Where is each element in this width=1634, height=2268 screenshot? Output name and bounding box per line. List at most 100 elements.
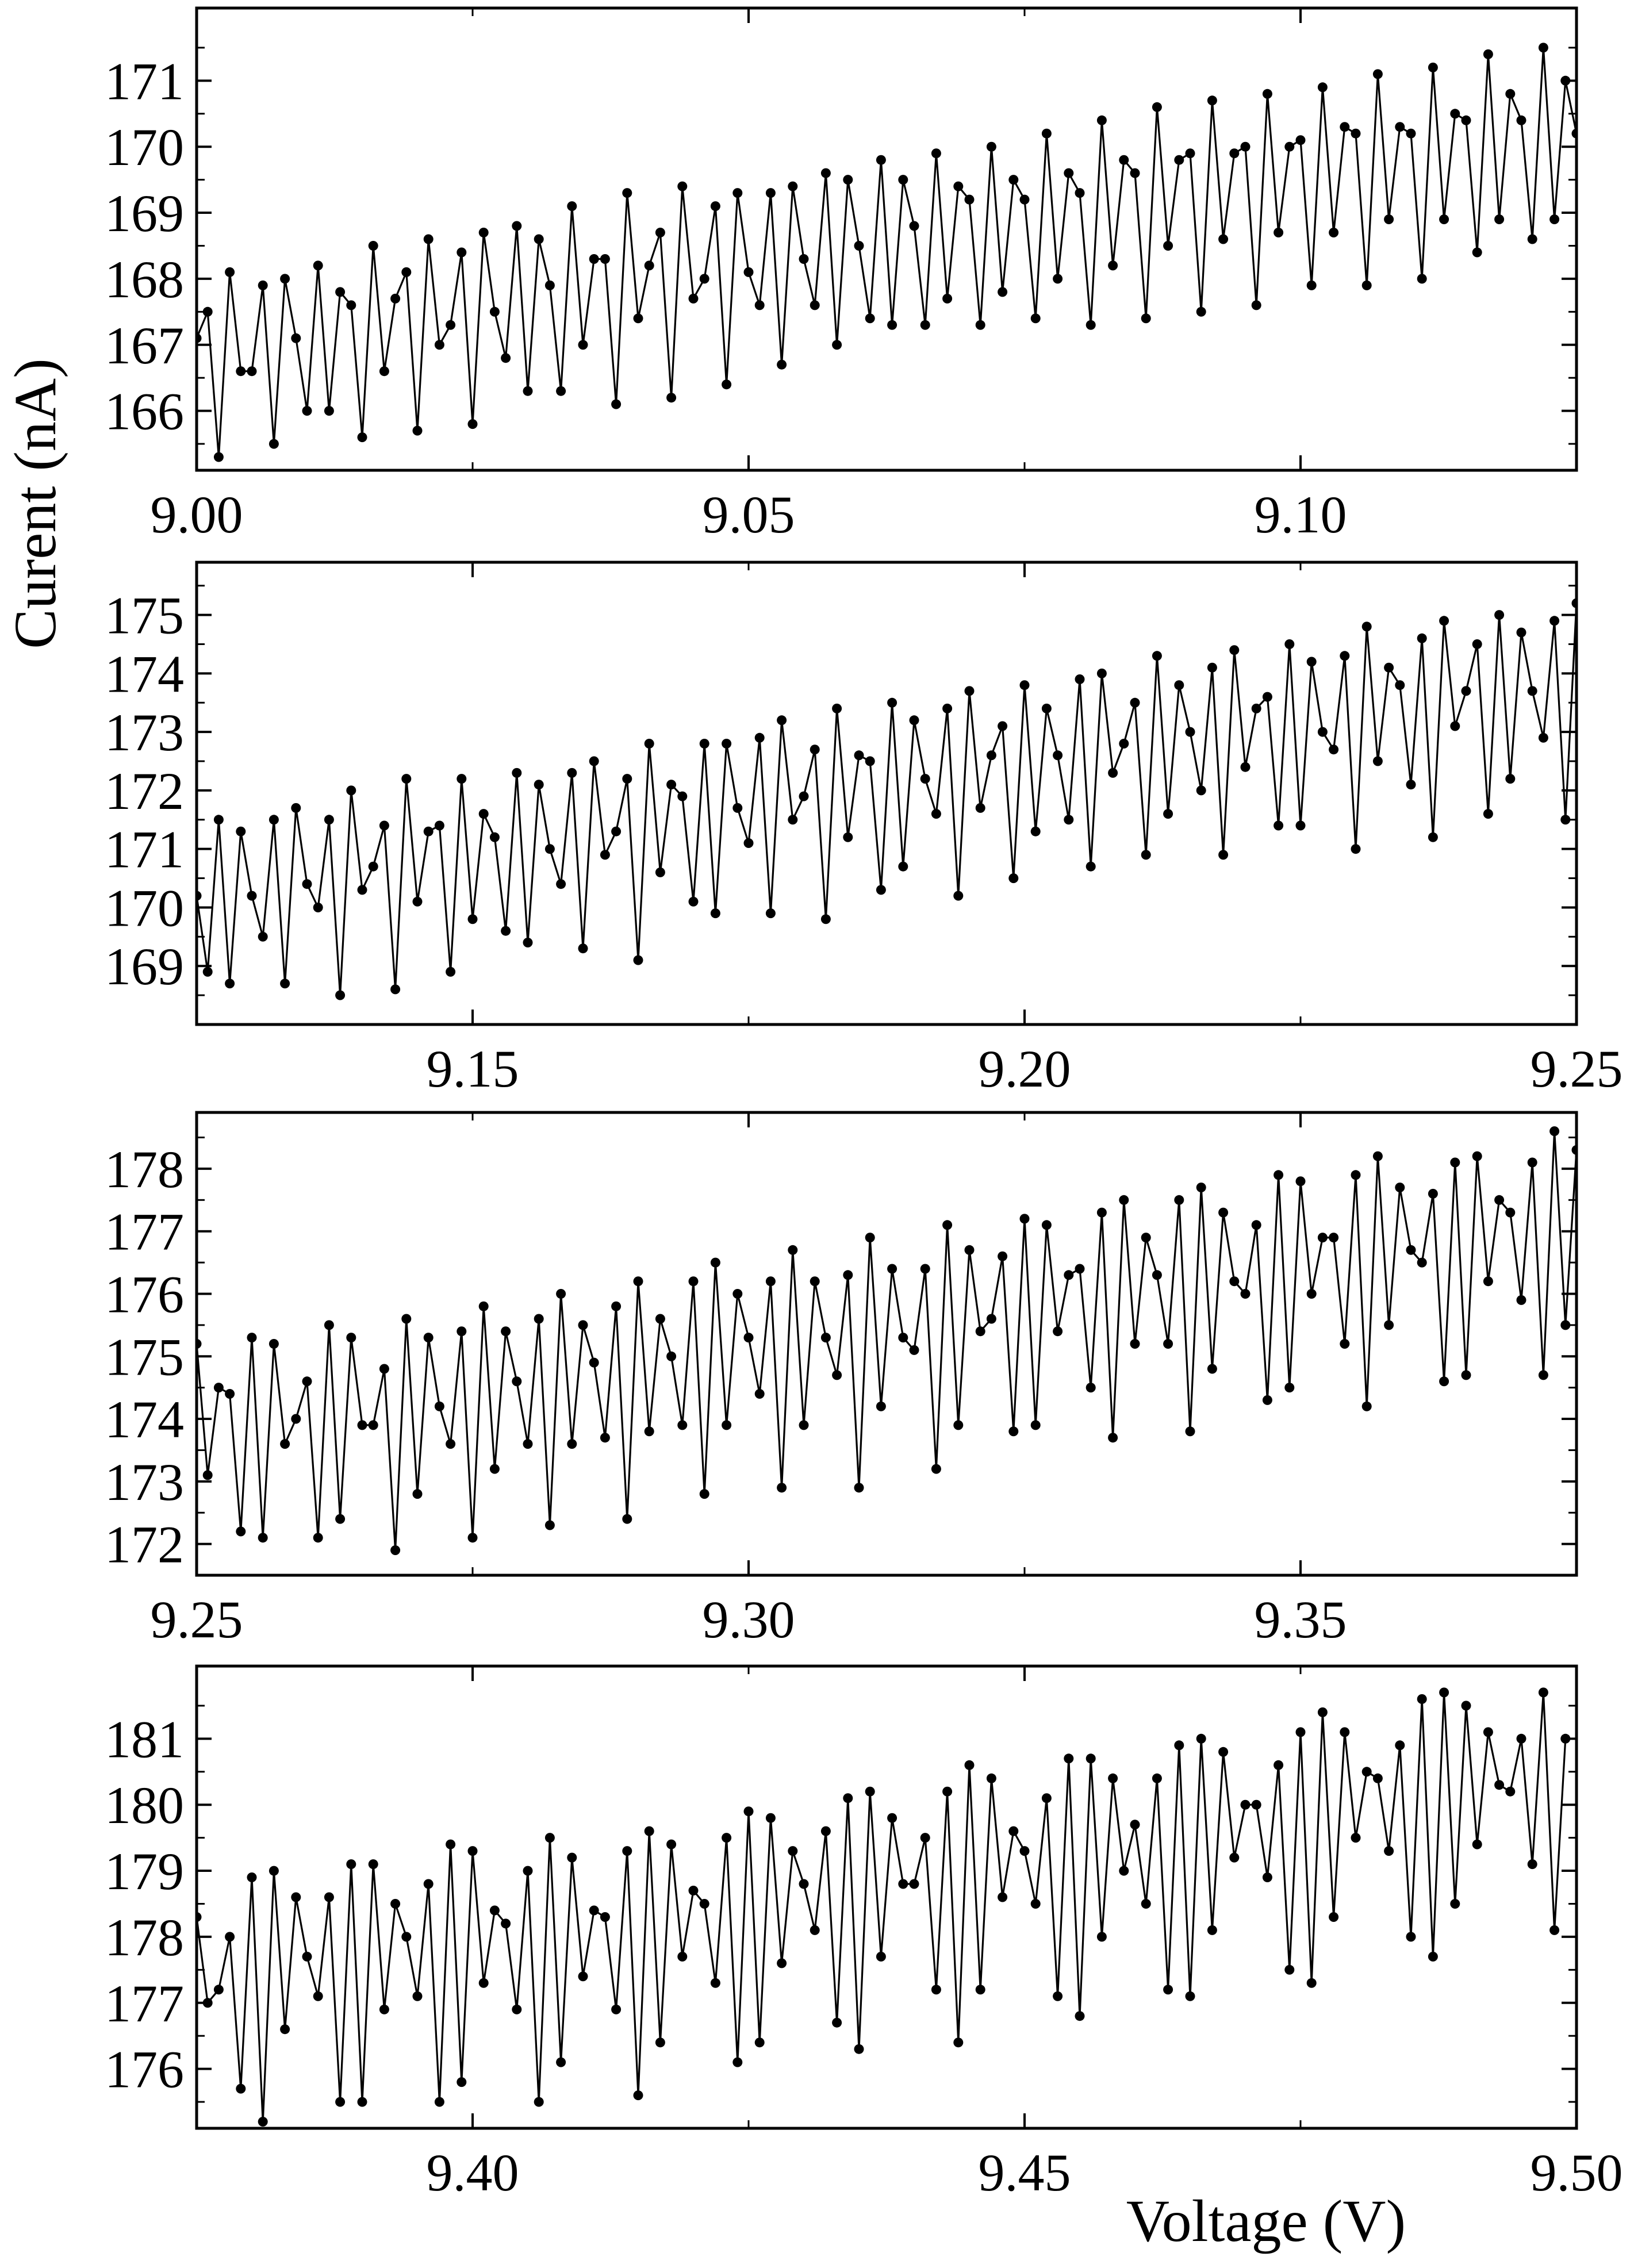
data-point bbox=[1351, 844, 1361, 854]
data-point bbox=[975, 1985, 985, 1995]
data-point bbox=[412, 425, 423, 436]
data-point bbox=[412, 1991, 423, 2001]
data-point bbox=[622, 1514, 632, 1524]
data-point bbox=[765, 1813, 776, 1823]
data-point bbox=[302, 1376, 312, 1387]
data-point bbox=[820, 1333, 831, 1343]
y-tick-label: 169 bbox=[105, 937, 184, 996]
data-point bbox=[1505, 1786, 1516, 1797]
data-point bbox=[467, 1846, 478, 1856]
data-point bbox=[920, 320, 930, 330]
data-point bbox=[1053, 274, 1063, 284]
data-point bbox=[743, 838, 754, 848]
data-point bbox=[942, 293, 953, 304]
data-point bbox=[732, 803, 743, 813]
data-point bbox=[1483, 809, 1493, 819]
data-point bbox=[1505, 1207, 1516, 1218]
data-point bbox=[810, 1925, 820, 1935]
data-point bbox=[710, 1978, 720, 1988]
y-tick-label: 167 bbox=[105, 316, 184, 375]
data-point bbox=[1130, 697, 1140, 708]
x-tick-label: 9.05 bbox=[703, 485, 795, 544]
data-point bbox=[810, 1276, 820, 1287]
data-point bbox=[258, 280, 268, 290]
data-point bbox=[247, 891, 257, 901]
data-point bbox=[1361, 621, 1372, 632]
data-point bbox=[953, 181, 964, 191]
data-point bbox=[865, 756, 875, 766]
data-point bbox=[699, 274, 709, 284]
data-point bbox=[501, 1918, 511, 1929]
data-point bbox=[998, 721, 1008, 731]
data-point bbox=[854, 2044, 864, 2054]
data-point bbox=[1494, 214, 1505, 224]
data-point bbox=[1008, 1826, 1019, 1836]
data-point bbox=[1560, 815, 1571, 825]
x-tick-label: 9.10 bbox=[1255, 485, 1347, 544]
data-point bbox=[1295, 820, 1306, 831]
data-point bbox=[898, 1333, 908, 1343]
data-point bbox=[1340, 122, 1350, 132]
data-point bbox=[324, 815, 334, 825]
data-point bbox=[799, 1879, 809, 1889]
data-point bbox=[898, 175, 908, 185]
plot-frame bbox=[195, 6, 1578, 472]
data-point bbox=[887, 320, 897, 330]
data-point bbox=[986, 1773, 996, 1783]
data-point bbox=[931, 148, 941, 159]
data-point bbox=[942, 1786, 953, 1797]
data-point bbox=[423, 1879, 434, 1889]
data-point bbox=[1306, 1978, 1317, 1988]
y-tick-label: 172 bbox=[105, 1515, 184, 1574]
data-point bbox=[655, 867, 665, 877]
x-tick-label: 9.25 bbox=[151, 1590, 243, 1649]
data-point bbox=[446, 966, 456, 977]
data-point bbox=[247, 1872, 257, 1882]
data-point bbox=[1274, 1170, 1284, 1180]
data-point bbox=[1196, 1733, 1206, 1744]
data-point bbox=[1317, 727, 1328, 737]
y-tick-label: 176 bbox=[105, 2040, 184, 2099]
data-point bbox=[722, 1833, 732, 1843]
data-point bbox=[1152, 651, 1162, 661]
data-point bbox=[1549, 616, 1560, 626]
data-point bbox=[666, 780, 677, 790]
data-point bbox=[523, 1439, 533, 1449]
data-point bbox=[1053, 1326, 1063, 1337]
data-point bbox=[1483, 1276, 1493, 1287]
data-point bbox=[390, 293, 401, 304]
y-tick-label: 173 bbox=[105, 1453, 184, 1511]
series-line bbox=[197, 47, 1577, 458]
data-point bbox=[412, 1489, 423, 1499]
data-point bbox=[1185, 148, 1195, 159]
data-point bbox=[964, 194, 975, 205]
data-point bbox=[457, 1326, 467, 1337]
data-point bbox=[600, 850, 610, 860]
data-point bbox=[346, 300, 356, 310]
data-point bbox=[401, 1932, 412, 1942]
data-point bbox=[302, 1951, 312, 1962]
data-point bbox=[865, 313, 875, 324]
data-point bbox=[722, 739, 732, 749]
data-point bbox=[1406, 1245, 1416, 1255]
data-point bbox=[1053, 750, 1063, 761]
data-point bbox=[578, 1971, 588, 1982]
data-point bbox=[291, 1892, 301, 1902]
data-point bbox=[1538, 1687, 1548, 1698]
y-tick-label: 169 bbox=[105, 184, 184, 243]
data-point bbox=[478, 1978, 489, 1988]
data-point bbox=[578, 943, 588, 954]
x-tick-label: 9.35 bbox=[1255, 1590, 1347, 1649]
data-point bbox=[688, 1886, 699, 1895]
data-point bbox=[1329, 1912, 1339, 1922]
data-point bbox=[1406, 128, 1416, 139]
data-point bbox=[1527, 234, 1537, 244]
data-point bbox=[1108, 1433, 1118, 1443]
data-point bbox=[666, 1351, 677, 1361]
data-point bbox=[876, 885, 886, 895]
data-point bbox=[291, 1414, 301, 1424]
data-point bbox=[556, 386, 566, 396]
data-point bbox=[677, 181, 688, 191]
data-point bbox=[213, 1985, 224, 1995]
data-point bbox=[1096, 115, 1107, 125]
